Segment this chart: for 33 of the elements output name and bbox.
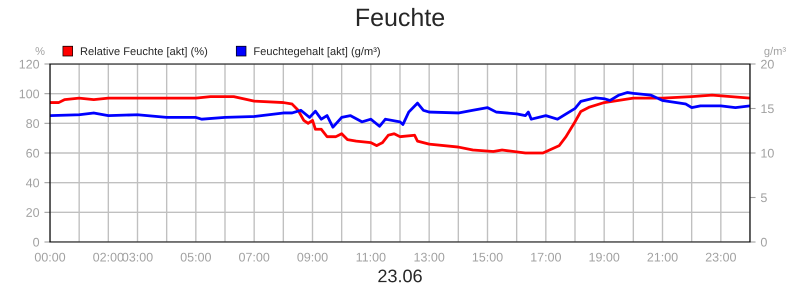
x-tick-label: 17:00 <box>531 252 561 262</box>
x-tick-label: 15:00 <box>472 252 503 262</box>
y2-tick-label: 20 <box>761 60 774 69</box>
x-tick-label: 02:00 <box>93 252 124 262</box>
x-tick-label: 00:00 <box>34 252 66 262</box>
y2-tick-label: 0 <box>760 238 767 247</box>
y2-axis-title: g/m³ <box>764 46 786 58</box>
x-tick-label: 09:00 <box>297 252 328 262</box>
y2-tick-label: 15 <box>761 104 774 114</box>
y-tick-label: 20 <box>26 208 40 217</box>
chart-title: Feuchte <box>356 8 444 26</box>
y-axis-title: % <box>36 47 45 55</box>
y-tick-label: 40 <box>26 178 40 188</box>
y-tick-label: 120 <box>20 60 40 69</box>
line-series <box>50 94 750 154</box>
x-tick-label: 23:00 <box>706 252 736 262</box>
x-tick-label: 03:00 <box>122 252 153 262</box>
y-tick-label: 100 <box>20 89 40 98</box>
y-tick-label: 60 <box>26 148 40 158</box>
x-tick-label: 21:00 <box>647 252 678 262</box>
x-tick-label: 11:00 <box>356 252 386 262</box>
y-tick-label: 80 <box>26 119 40 128</box>
x-tick-label: 07:00 <box>239 252 270 262</box>
y2-tick-label: 5 <box>760 193 767 202</box>
legend-label: Relative Feuchte [akt] (%) <box>80 46 208 58</box>
x-axis-title: 23.06 <box>378 270 422 282</box>
x-tick-label: 13:00 <box>414 252 444 262</box>
x-tick-label: 05:00 <box>180 252 211 262</box>
line-series <box>50 91 750 129</box>
y-tick-label: 0 <box>33 238 40 247</box>
legend-label: Feuchtegehalt [akt] (g/m³) <box>254 46 380 58</box>
y2-tick-label: 10 <box>761 148 774 158</box>
x-tick-label: 19:00 <box>589 252 620 262</box>
